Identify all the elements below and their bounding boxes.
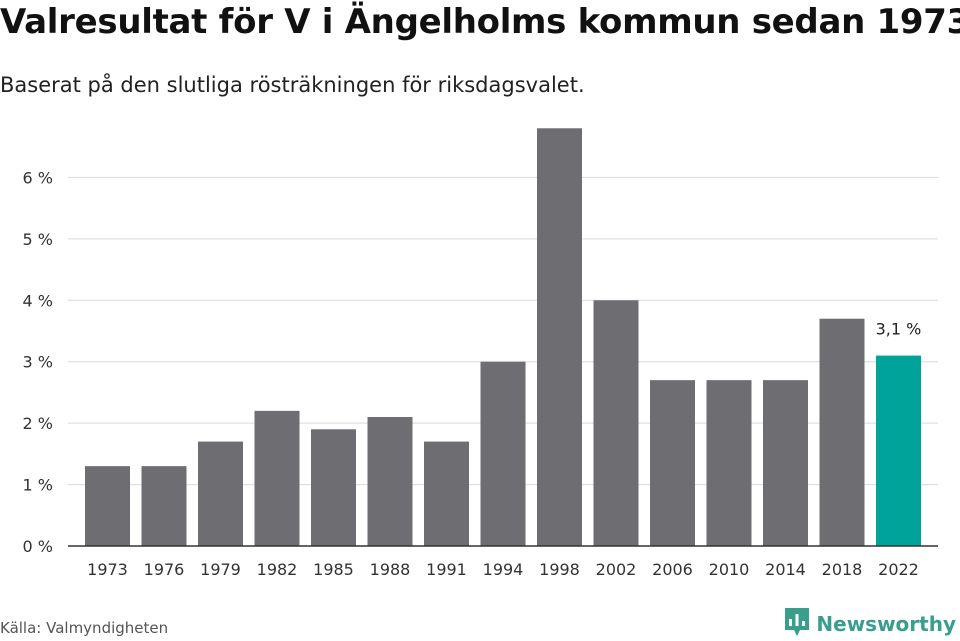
x-tick-label: 2014 (765, 560, 806, 579)
bar-2018 (819, 318, 865, 546)
bar-1994 (480, 361, 526, 546)
bar-1985 (311, 429, 356, 546)
newsworthy-logo-icon (784, 607, 810, 641)
x-tick-label: 1985 (313, 560, 354, 579)
bar-2014 (763, 380, 808, 546)
x-tick-label: 2006 (652, 560, 693, 579)
bar-2010 (706, 380, 752, 546)
bar-2006 (650, 380, 695, 546)
y-tick-label: 6 % (23, 168, 53, 187)
data-label: 3,1 % (876, 320, 922, 339)
x-tick-label: 1988 (370, 560, 411, 579)
x-tick-label: 1991 (426, 560, 467, 579)
x-tick-label: 2022 (878, 560, 919, 579)
y-tick-label: 1 % (23, 476, 53, 495)
x-tick-label: 1976 (144, 560, 185, 579)
brand-logo: Newsworthy (784, 607, 956, 641)
bar-1973 (85, 466, 130, 546)
bar-1998 (537, 128, 582, 547)
x-tick-label: 1973 (87, 560, 128, 579)
bar-1988 (367, 417, 413, 546)
x-tick-label: 1979 (200, 560, 241, 579)
x-tick-label: 2010 (709, 560, 750, 579)
brand-name: Newsworthy (816, 612, 956, 636)
bar-1982 (254, 410, 300, 546)
x-tick-label: 2002 (596, 560, 637, 579)
bar-1979 (198, 441, 243, 546)
source-note: Källa: Valmyndigheten (0, 619, 169, 637)
y-tick-label: 3 % (23, 353, 53, 372)
y-tick-label: 0 % (23, 537, 53, 556)
bar-1976 (141, 466, 187, 546)
chart-subtitle: Baserat på den slutliga rösträkningen fö… (0, 73, 585, 97)
x-tick-label: 1998 (539, 560, 580, 579)
x-tick-label: 1982 (257, 560, 298, 579)
x-tick-label: 2018 (822, 560, 863, 579)
y-tick-label: 5 % (23, 230, 53, 249)
y-tick-label: 2 % (23, 414, 53, 433)
bar-2022 (876, 355, 921, 546)
bar-2002 (593, 300, 639, 546)
y-tick-label: 4 % (23, 291, 53, 310)
x-tick-label: 1994 (483, 560, 524, 579)
bar-1991 (424, 441, 469, 546)
chart-title: Valresultat för V i Ängelholms kommun se… (0, 2, 960, 42)
